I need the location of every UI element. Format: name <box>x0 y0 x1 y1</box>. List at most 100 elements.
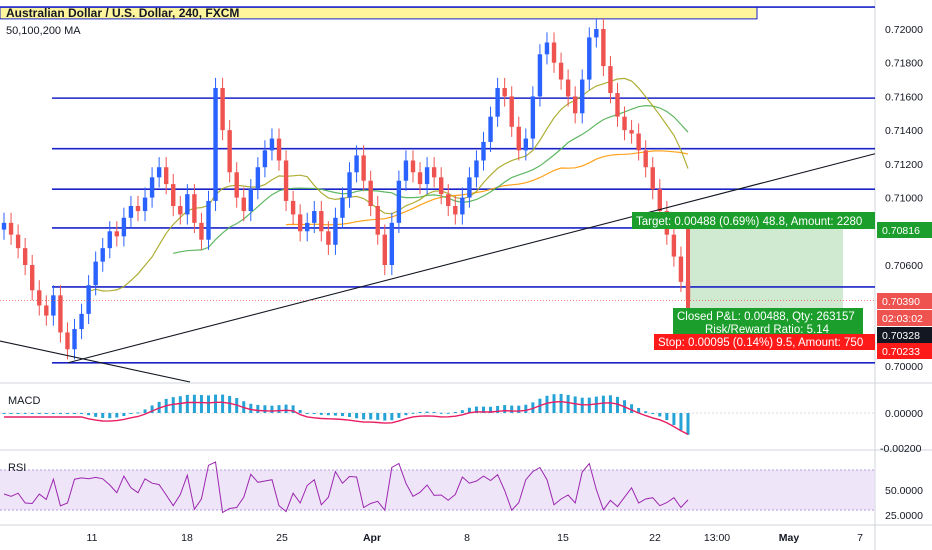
candle-body <box>283 160 289 201</box>
macd-bar <box>348 413 352 417</box>
candle-body <box>248 189 254 212</box>
candle-body <box>107 231 112 249</box>
candle-body <box>657 189 662 212</box>
candle-body <box>389 222 395 265</box>
time-tick-label: 15 <box>557 532 569 544</box>
candle-body <box>629 130 634 134</box>
macd-bar <box>517 405 521 413</box>
candle-body <box>86 285 91 314</box>
candle-body <box>262 150 268 168</box>
candle-body <box>276 138 282 161</box>
macd-bar <box>150 405 154 413</box>
candle-body <box>171 184 176 206</box>
candle-body <box>142 197 148 212</box>
candle-body <box>79 313 84 330</box>
macd-bar <box>545 395 549 413</box>
price-tag-bg <box>877 343 932 359</box>
candle-body <box>234 172 239 198</box>
macd-bar <box>489 406 493 413</box>
candle-body <box>128 205 134 218</box>
candle-body <box>678 256 684 282</box>
time-tick-label: 25 <box>276 532 288 544</box>
macd-bar <box>608 395 612 413</box>
macd-bar <box>474 406 478 413</box>
macd-bar <box>467 407 471 413</box>
target-label-bg <box>632 212 875 229</box>
macd-bar <box>425 411 429 413</box>
candle-body <box>297 214 303 232</box>
macd-bar <box>404 413 408 416</box>
candle-body <box>227 130 232 173</box>
candle-body <box>333 217 338 245</box>
candle-body <box>495 87 500 117</box>
candle-body <box>608 66 613 94</box>
candle-body <box>340 197 345 218</box>
macd-bar <box>573 396 577 413</box>
macd-bar <box>665 413 669 421</box>
macd-tick-label: -0.00200 <box>880 443 922 455</box>
candle-body <box>537 54 543 97</box>
candle-body <box>241 197 246 212</box>
macd-bar <box>390 413 394 421</box>
candle-body <box>15 234 21 249</box>
macd-bar <box>453 411 457 413</box>
candle-body <box>594 29 599 38</box>
price-tag-bg <box>877 327 932 343</box>
macd-bar <box>9 413 13 414</box>
chart-title: Australian Dollar / U.S. Dollar, 240, FX… <box>6 6 240 20</box>
macd-bar <box>418 411 422 413</box>
rsi-label: RSI <box>8 462 27 474</box>
macd-label: MACD <box>8 395 41 407</box>
candle-body <box>636 133 641 151</box>
macd-bar <box>369 413 373 420</box>
macd-bar <box>94 413 98 417</box>
macd-bar <box>73 413 77 414</box>
macd-bar <box>206 395 210 413</box>
macd-bar <box>185 394 189 413</box>
candle-body <box>1 222 7 230</box>
candle-body <box>580 79 585 114</box>
macd-bar <box>2 413 6 414</box>
target-label: Target: 0.00488 (0.69%) 48.8, Amount: 22… <box>636 216 862 228</box>
macd-bar <box>249 403 253 413</box>
price-tick-label: 0.71400 <box>885 125 923 137</box>
candle-body <box>185 194 190 215</box>
candle-body <box>467 177 472 198</box>
macd-bar <box>439 412 443 414</box>
closed-pnl-label: Closed P&L: 0.00488, Qty: 263157 <box>677 311 855 323</box>
macd-bar <box>51 413 55 414</box>
macd-bar <box>270 405 274 413</box>
candle-body <box>622 116 627 131</box>
candle-body <box>135 205 141 212</box>
candle-body <box>417 172 423 185</box>
macd-bar <box>411 412 415 414</box>
macd-bar <box>221 394 225 413</box>
candle-body <box>502 87 507 97</box>
candle-body <box>114 231 120 237</box>
candle-body <box>192 194 197 223</box>
price-tag-bg <box>877 310 932 326</box>
candle-body <box>558 62 564 80</box>
trendline-down <box>0 340 191 383</box>
candle-body <box>178 205 183 215</box>
macd-bar <box>305 412 309 414</box>
candle-body <box>269 138 275 151</box>
time-tick-label: May <box>779 532 800 544</box>
macd-bar <box>362 413 366 420</box>
candle-body <box>44 305 49 316</box>
macd-bar <box>298 409 302 413</box>
candle-body <box>551 42 557 63</box>
macd-bar <box>319 413 323 415</box>
macd-bar <box>115 413 119 418</box>
macd-bar <box>340 413 344 417</box>
macd-bar <box>214 394 218 413</box>
macd-bar <box>594 396 598 413</box>
macd-bar <box>460 410 464 413</box>
candle-body <box>643 150 648 168</box>
price-tag-timer: 02:03:02 <box>882 313 923 325</box>
macd-bar <box>178 396 182 413</box>
candle-body <box>403 160 409 181</box>
macd-bar <box>524 404 528 413</box>
macd-bar <box>672 413 676 426</box>
